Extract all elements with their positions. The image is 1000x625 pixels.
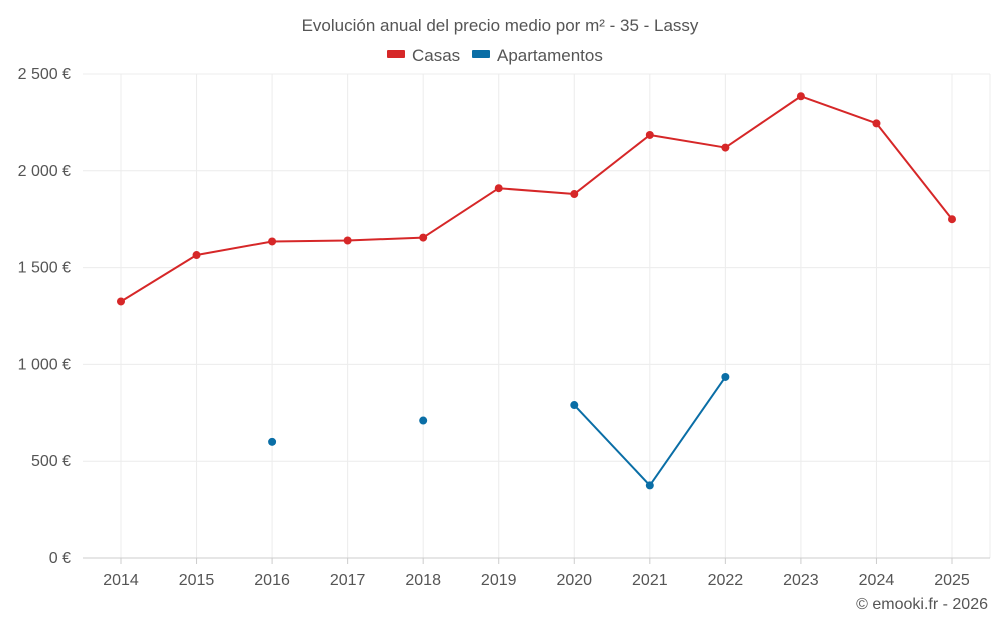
data-point-casas[interactable] <box>343 236 352 245</box>
data-point-casas[interactable] <box>494 184 503 193</box>
x-tick-label: 2018 <box>405 572 441 589</box>
data-point-casas[interactable] <box>419 233 428 242</box>
legend: Casas Apartamentos <box>387 46 603 65</box>
data-point-casas[interactable] <box>192 251 201 260</box>
data-point-casas[interactable] <box>570 190 579 199</box>
x-tick-label: 2024 <box>859 572 895 589</box>
data-point-apartamentos[interactable] <box>721 372 730 381</box>
legend-label-apartamentos: Apartamentos <box>497 46 603 65</box>
series-apartamentos <box>268 372 730 490</box>
x-tick-label: 2019 <box>481 572 517 589</box>
x-tick-label: 2025 <box>934 572 970 589</box>
data-point-casas[interactable] <box>117 297 125 306</box>
series-casas <box>117 92 956 306</box>
credit: © emooki.fr - 2026 <box>856 596 988 613</box>
data-point-casas[interactable] <box>948 215 956 224</box>
y-tick-label: 1 500 € <box>18 260 71 277</box>
data-point-apartamentos[interactable] <box>570 401 579 410</box>
data-point-casas[interactable] <box>872 119 881 128</box>
x-tick-label: 2016 <box>254 572 290 589</box>
y-tick-label: 0 € <box>49 550 71 567</box>
grid <box>83 73 991 558</box>
y-tick-label: 1 000 € <box>18 356 71 373</box>
data-point-casas[interactable] <box>645 130 654 139</box>
data-point-apartamentos[interactable] <box>268 437 277 446</box>
x-tick-label: 2021 <box>632 572 668 589</box>
chart-title: Evolución anual del precio medio por m² … <box>302 16 699 35</box>
data-point-casas[interactable] <box>721 143 730 152</box>
legend-label-casas: Casas <box>412 46 460 65</box>
legend-swatch-apartamentos <box>472 50 490 58</box>
legend-item-casas[interactable]: Casas <box>387 46 460 65</box>
x-tick-label: 2014 <box>103 572 139 589</box>
plot-area <box>117 92 956 490</box>
data-point-casas[interactable] <box>796 92 805 101</box>
x-axis: 2014 2015 2016 2017 2018 2019 2020 2021 2022 2023… <box>83 557 990 589</box>
y-tick-label: 2 000 € <box>18 163 71 180</box>
y-axis: 0 € 500 € 1 000 € 1 500 € 2 000 € 2 500 € <box>18 66 71 567</box>
x-tick-label: 2017 <box>330 572 366 589</box>
data-point-apartamentos[interactable] <box>645 481 654 490</box>
data-point-apartamentos[interactable] <box>419 416 428 425</box>
legend-swatch-casas <box>387 50 405 58</box>
x-tick-label: 2015 <box>179 572 215 589</box>
series-line-casas <box>120 95 953 303</box>
y-tick-label: 2 500 € <box>18 66 71 83</box>
data-point-casas[interactable] <box>268 237 277 246</box>
x-tick-label: 2023 <box>783 572 819 589</box>
y-tick-label: 500 € <box>31 453 71 470</box>
legend-item-apartamentos[interactable]: Apartamentos <box>472 46 603 65</box>
x-tick-label: 2020 <box>556 572 592 589</box>
x-tick-label: 2022 <box>708 572 744 589</box>
